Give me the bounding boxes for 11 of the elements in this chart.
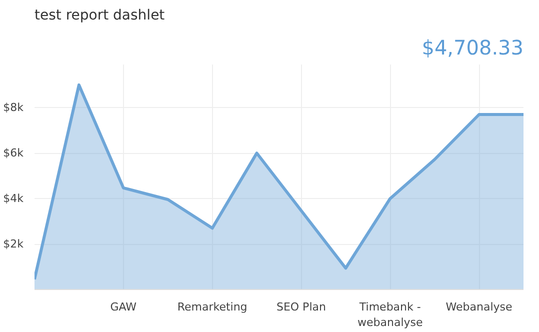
x-tick-label: GAW [110,300,137,314]
x-tick-label: Webanalyse [446,300,513,314]
text: $4,708.33 [422,36,524,60]
chart-title: test report dashlet [34,8,166,24]
y-tick-label: $8k [3,101,24,114]
y-tick-label: $2k [3,238,24,251]
x-tick-label: Timebank - webanalyse [358,300,423,330]
y-tick-label: $6k [3,146,24,160]
y-tick-label: $4k [3,192,24,206]
x-tick-label: Remarketing [177,300,248,314]
x-tick-label: SEO Plan [276,300,326,314]
